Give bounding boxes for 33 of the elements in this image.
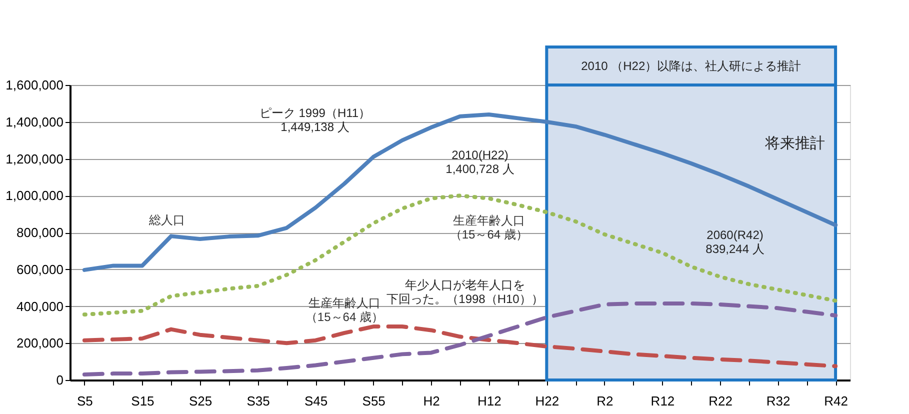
y-tick-label: 1,000,000 bbox=[6, 188, 64, 204]
x-tick-label: S5 bbox=[76, 394, 93, 408]
y-tick-label: 400,000 bbox=[16, 298, 64, 314]
annotation: 将来推計 bbox=[764, 135, 825, 152]
x-tick-label: H22 bbox=[535, 394, 560, 408]
series-label: 総人口 bbox=[148, 213, 186, 228]
y-tick-label: 600,000 bbox=[16, 262, 64, 277]
y-tick-label: 1,200,000 bbox=[6, 151, 64, 166]
y-tick-label: 1,600,000 bbox=[6, 78, 64, 92]
x-tick-label: S55 bbox=[362, 394, 386, 408]
x-tick-label: S45 bbox=[304, 394, 328, 408]
x-tick-label: R12 bbox=[650, 394, 675, 408]
series-label: 生産年齢人口（15～64 歳） bbox=[450, 213, 528, 242]
x-tick-label: R32 bbox=[766, 394, 790, 408]
annotation: 2010(H22)1,400,728 人 bbox=[446, 148, 514, 176]
x-tick-label: R42 bbox=[824, 394, 848, 408]
x-tick-label: R2 bbox=[596, 394, 614, 408]
x-tick-label: S15 bbox=[131, 394, 154, 408]
annotation: ピーク 1999（H11）1,449,138 人 bbox=[259, 106, 371, 134]
band-label: 2010 （H22）以降は、社人研による推計 bbox=[581, 59, 802, 73]
y-tick-label: 1,400,000 bbox=[6, 114, 64, 130]
x-tick-label: H2 bbox=[423, 394, 440, 408]
series-label: 生産年齢人口（15～64 歳） bbox=[305, 296, 384, 324]
y-tick-label: 0 bbox=[56, 372, 64, 388]
line-series bbox=[82, 324, 838, 368]
annotation: 2060(R42)839,244 人 bbox=[706, 228, 764, 256]
x-tick-label: R22 bbox=[708, 394, 732, 408]
annotation: 年少人口が老年人口を下回った。（1998（H10）） bbox=[386, 278, 544, 306]
y-tick-label: 200,000 bbox=[16, 336, 64, 351]
x-tick-label: H12 bbox=[477, 394, 502, 408]
x-tick-label: S35 bbox=[246, 394, 270, 408]
y-tick-label: 800,000 bbox=[16, 225, 64, 240]
x-tick-label: S25 bbox=[188, 394, 212, 408]
